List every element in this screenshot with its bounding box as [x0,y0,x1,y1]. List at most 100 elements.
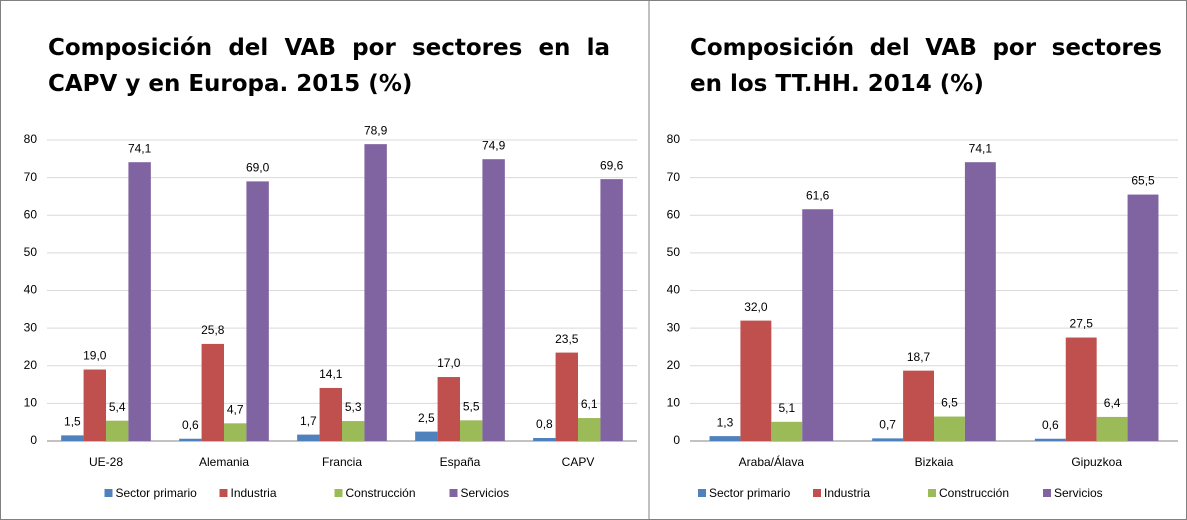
legend-label: Industria [824,486,870,500]
legend-swatch [104,489,113,497]
value-label: 0,6 [182,418,199,432]
y-tick-label: 50 [667,245,681,259]
value-label: 2,5 [418,411,435,425]
y-tick-label: 40 [24,283,38,297]
bar [297,434,320,441]
value-label: 74,9 [482,138,506,152]
value-label: 25,8 [201,323,225,337]
value-label: 65,5 [1131,174,1155,188]
y-tick-label: 30 [667,320,681,334]
bar [578,418,601,441]
value-label: 14,1 [319,367,343,381]
value-label: 19,0 [83,349,107,363]
value-label: 23,5 [555,332,579,346]
value-label: 1,5 [64,415,81,429]
bar [771,421,803,441]
value-label: 0,8 [536,417,553,431]
y-tick-label: 70 [667,170,681,184]
legend-label: Sector primario [116,486,198,500]
legend-label: Construcción [346,486,416,500]
value-label: 6,5 [941,396,958,410]
value-label: 74,1 [128,141,152,155]
legend-label: Industria [231,486,277,500]
legend-swatch [813,489,821,497]
bar [555,352,578,441]
bar [533,437,556,441]
legend-swatch [334,489,343,497]
y-tick-label: 30 [24,320,38,334]
chart-title: Composición del VAB por sectores en la C… [48,35,610,97]
bar [934,416,965,441]
value-label: 0,6 [1042,418,1059,432]
bar [246,181,269,441]
value-label: 78,9 [364,123,388,137]
y-tick-label: 50 [24,245,38,259]
bar [740,320,772,441]
x-tick-label: Bizkaia [915,455,954,469]
bar [106,420,129,441]
x-tick-label: Araba/Álava [739,454,805,469]
bar [364,144,387,442]
bar [1034,438,1066,441]
value-label: 4,7 [227,402,244,416]
value-label: 6,1 [581,397,598,411]
chart-title: Composición del VAB por sectores en los … [690,35,1162,97]
legend-swatch [449,489,458,497]
bar [964,162,996,442]
y-tick-label: 60 [24,207,38,221]
y-tick-label: 10 [24,396,38,410]
legend-label: Servicios [461,486,510,500]
x-tick-label: CAPV [562,455,595,469]
value-label: 32,0 [744,300,768,314]
y-tick-label: 80 [24,132,38,146]
value-label: 17,0 [437,356,461,370]
bar [415,431,438,441]
bar [709,436,741,441]
x-tick-label: Francia [322,455,362,469]
value-label: 5,1 [778,401,795,415]
y-tick-label: 70 [24,170,38,184]
value-label: 1,7 [300,414,317,428]
legend-label: Servicios [1054,486,1103,500]
legend-swatch [928,489,936,497]
value-label: 0,7 [879,418,896,432]
x-tick-label: UE-28 [89,455,123,469]
value-label: 27,5 [1070,317,1094,331]
value-label: 5,3 [345,400,362,414]
value-label: 5,5 [463,399,480,413]
y-tick-label: 20 [24,358,38,372]
value-label: 18,7 [907,350,931,364]
bar [342,421,365,441]
bar [201,343,224,441]
bar [179,438,202,441]
y-tick-label: 0 [30,433,37,447]
bar [319,387,342,441]
y-tick-label: 60 [667,207,681,221]
legend-swatch [698,489,706,497]
bar [437,377,460,441]
bar [61,435,84,441]
x-tick-label: Alemania [199,455,249,469]
value-label: 5,4 [109,400,126,414]
value-label: 61,6 [806,188,830,202]
bar [128,162,151,442]
bar [802,209,834,441]
legend-label: Construcción [939,486,1009,500]
x-tick-label: Gipuzkoa [1071,455,1122,469]
bar [224,423,247,441]
y-tick-label: 40 [667,283,681,297]
legend-swatch [1043,489,1051,497]
bar [83,369,106,441]
legend-swatch [219,489,228,497]
y-tick-label: 80 [667,132,681,146]
y-tick-label: 10 [667,396,681,410]
bar [872,438,904,441]
y-tick-label: 20 [667,358,681,372]
value-label: 6,4 [1104,396,1121,410]
y-tick-label: 0 [673,433,680,447]
value-label: 1,3 [717,415,734,429]
x-tick-label: España [440,455,481,469]
bar [1096,416,1128,441]
